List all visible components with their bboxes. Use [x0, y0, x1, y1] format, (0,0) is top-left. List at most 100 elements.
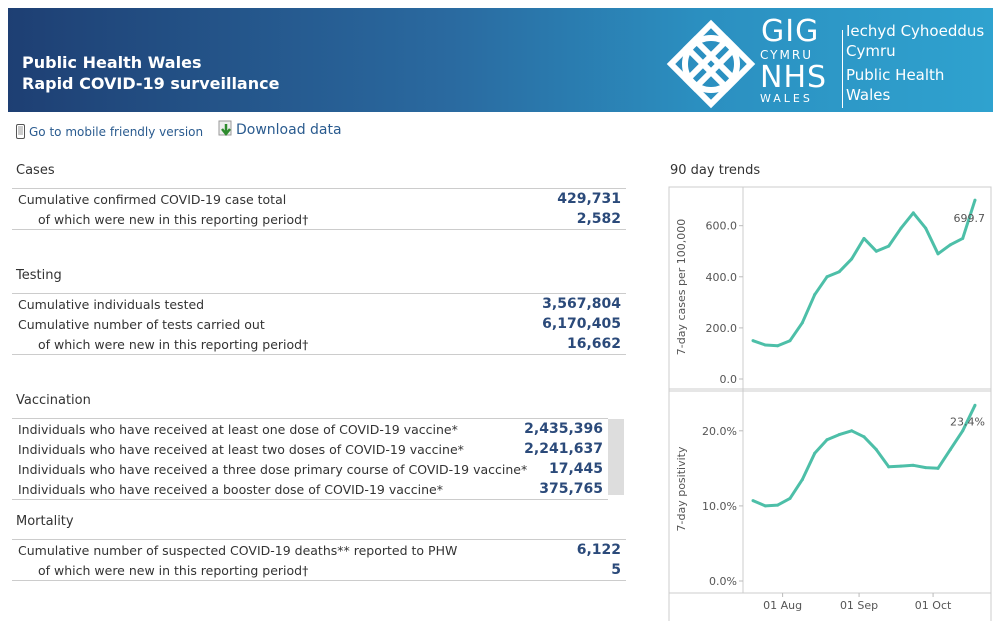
data-point — [800, 478, 804, 482]
data-point — [751, 339, 755, 343]
org-name-english-1: Public Health — [846, 66, 945, 84]
y-tick-label: 600.0 — [706, 220, 738, 233]
data-point — [973, 403, 977, 407]
x-tick-label: 01 Aug — [763, 599, 802, 612]
data-point — [813, 293, 817, 297]
data-point — [936, 252, 940, 256]
table-row: Cumulative number of tests carried out 6,… — [12, 314, 626, 334]
data-point — [924, 226, 928, 230]
logo-wales: WALES — [760, 92, 813, 105]
row-label: of which were new in this reporting peri… — [38, 212, 309, 227]
download-link-label: Download data — [236, 122, 342, 138]
celtic-knot-logo-icon — [666, 19, 756, 109]
data-point — [936, 466, 940, 470]
end-value-label: 699.7 — [954, 212, 986, 225]
data-point — [874, 249, 878, 253]
data-point — [887, 465, 891, 469]
mobile-link[interactable]: Go to mobile friendly version — [16, 124, 203, 139]
table-row: of which were new in this reporting peri… — [12, 209, 626, 229]
mobile-link-label: Go to mobile friendly version — [29, 125, 204, 139]
row-label: Individuals who have received a booster … — [18, 482, 443, 497]
y-tick-label: 200.0 — [706, 322, 738, 335]
trends-title: 90 day trends — [670, 163, 761, 178]
logo-gig: GIG — [761, 14, 820, 49]
x-axis: 01 Aug 01 Sep 01 Oct — [763, 593, 952, 612]
data-point — [899, 464, 903, 468]
section-title-cases: Cases — [16, 163, 55, 178]
data-point — [887, 244, 891, 248]
data-point — [776, 344, 780, 348]
data-point — [924, 466, 928, 470]
data-point — [961, 236, 965, 240]
data-point — [825, 438, 829, 442]
x-tick-label: 01 Oct — [915, 599, 952, 612]
page-title: Public Health Wales — [22, 53, 202, 72]
x-tick-label: 01 Sep — [840, 599, 878, 612]
logo-nhs: NHS — [760, 60, 828, 95]
testing-table: Cumulative individuals tested 3,567,804 C… — [12, 293, 626, 355]
row-label: Individuals who have received a three do… — [18, 462, 528, 477]
row-value: 6,122 — [576, 542, 621, 558]
row-label: Individuals who have received at least o… — [18, 422, 458, 437]
cases-chart: 0.0 200.0 400.0 600.0 7-day cases per 100,00… — [675, 198, 986, 386]
row-value: 16,662 — [566, 336, 621, 352]
table-row: Cumulative individuals tested 3,567,804 — [12, 294, 626, 314]
data-point — [850, 257, 854, 261]
data-point — [911, 211, 915, 215]
table-row: Cumulative confirmed COVID-19 case total… — [12, 189, 626, 209]
y-axis-label: 7-day cases per 100,000 — [675, 219, 688, 355]
y-axis-label: 7-day positivity — [675, 446, 688, 531]
data-point — [948, 448, 952, 452]
data-point — [825, 275, 829, 279]
data-point — [948, 243, 952, 247]
data-point — [899, 226, 903, 230]
data-point — [837, 433, 841, 437]
row-value: 17,445 — [548, 461, 603, 477]
row-value: 2,435,396 — [524, 421, 603, 437]
row-value: 2,241,637 — [524, 441, 603, 457]
table-row: Individuals who have received a three do… — [12, 459, 608, 479]
data-point — [813, 451, 817, 455]
y-tick-label: 0.0% — [709, 575, 737, 588]
data-point — [788, 496, 792, 500]
vaccination-scrollbar[interactable] — [608, 419, 624, 495]
data-point — [751, 499, 755, 503]
row-label: of which were new in this reporting peri… — [38, 563, 309, 578]
row-value: 6,170,405 — [542, 316, 621, 332]
data-point — [788, 339, 792, 343]
row-label: Cumulative number of tests carried out — [18, 317, 265, 332]
mortality-table: Cumulative number of suspected COVID-19 … — [12, 539, 626, 581]
row-value: 375,765 — [539, 481, 603, 497]
cases-chart-frame — [668, 186, 992, 392]
data-point — [776, 503, 780, 507]
y-tick-label: 10.0% — [702, 500, 737, 513]
end-value-label: 23.4% — [950, 415, 985, 428]
series-line — [752, 199, 977, 348]
page-subtitle: Rapid COVID-19 surveillance — [22, 74, 280, 93]
positivity-chart: 0.0% 10.0% 20.0% 7-day positivity 23.4% — [675, 403, 985, 588]
data-point — [763, 343, 767, 347]
download-icon — [218, 120, 232, 137]
section-title-testing: Testing — [16, 268, 62, 283]
page-header: Public Health Wales Rapid COVID-19 surve… — [8, 8, 993, 112]
vaccination-table: Individuals who have received at least o… — [12, 418, 608, 500]
y-tick-label: 400.0 — [706, 271, 738, 284]
table-row: of which were new in this reporting peri… — [12, 334, 626, 354]
phone-icon — [16, 124, 25, 139]
row-value: 5 — [611, 562, 621, 578]
section-title-mortality: Mortality — [16, 514, 74, 529]
row-value: 429,731 — [557, 191, 621, 207]
row-label: Cumulative individuals tested — [18, 297, 205, 312]
org-name-welsh-1: Iechyd Cyhoeddus — [846, 22, 985, 40]
table-row: Cumulative number of suspected COVID-19 … — [12, 540, 626, 560]
table-row: Individuals who have received at least o… — [12, 419, 608, 439]
table-row: Individuals who have received at least t… — [12, 439, 608, 459]
org-name-welsh-2: Cymru — [846, 42, 896, 60]
org-name-english-2: Wales — [846, 86, 891, 104]
row-label: of which were new in this reporting peri… — [38, 337, 309, 352]
row-label: Cumulative number of suspected COVID-19 … — [18, 543, 458, 558]
data-point — [961, 429, 965, 433]
download-link[interactable]: Download data — [218, 120, 342, 138]
data-point — [837, 270, 841, 274]
positivity-chart-frame — [668, 388, 992, 594]
